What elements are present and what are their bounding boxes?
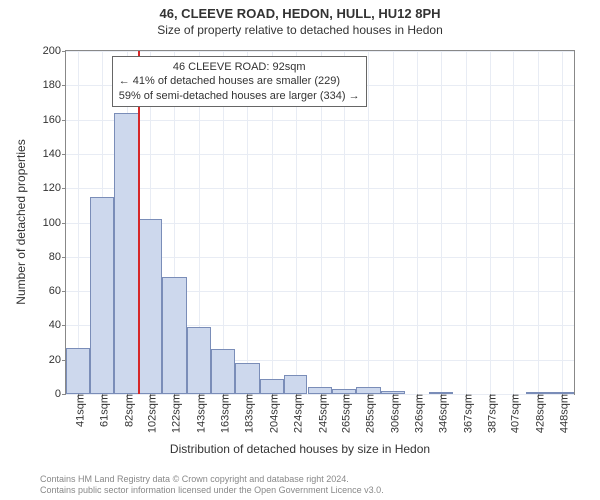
histogram-bar: [356, 387, 381, 394]
x-tick-label: 224sqm: [287, 394, 304, 433]
x-tick-label: 61sqm: [93, 394, 110, 427]
gridline-v: [417, 51, 418, 394]
gridline-v: [441, 51, 442, 394]
plot-area: 02040608010012014016018020041sqm61sqm82s…: [65, 50, 575, 395]
y-tick-label: 180: [43, 79, 66, 91]
x-tick-label: 407sqm: [505, 394, 522, 433]
x-tick-label: 82sqm: [118, 394, 135, 427]
histogram-bar: [235, 363, 260, 394]
x-tick-label: 204sqm: [263, 394, 280, 433]
x-tick-label: 143sqm: [191, 394, 208, 433]
y-tick-label: 40: [49, 319, 66, 331]
gridline-v: [78, 51, 79, 394]
gridline-v: [490, 51, 491, 394]
annotation-line: 46 CLEEVE ROAD: 92sqm: [119, 60, 360, 74]
histogram-bar: [284, 375, 308, 394]
annotation-line: 59% of semi-detached houses are larger (…: [119, 89, 360, 103]
y-tick-label: 140: [43, 148, 66, 160]
gridline-v: [538, 51, 539, 394]
x-axis-label: Distribution of detached houses by size …: [0, 442, 600, 456]
histogram-bar: [308, 387, 333, 394]
histogram-bar: [526, 392, 550, 394]
x-tick-label: 387sqm: [481, 394, 498, 433]
chart-title: 46, CLEEVE ROAD, HEDON, HULL, HU12 8PH: [0, 0, 600, 21]
x-tick-label: 122sqm: [166, 394, 183, 433]
gridline-v: [466, 51, 467, 394]
histogram-bar: [211, 349, 235, 394]
histogram-bar: [332, 389, 356, 394]
x-tick-label: 285sqm: [360, 394, 377, 433]
footer-line-2: Contains public sector information licen…: [40, 485, 590, 496]
x-tick-label: 367sqm: [457, 394, 474, 433]
x-tick-label: 183sqm: [238, 394, 255, 433]
y-tick-label: 20: [49, 354, 66, 366]
x-tick-label: 163sqm: [215, 394, 232, 433]
gridline-v: [368, 51, 369, 394]
y-tick-label: 0: [55, 388, 66, 400]
histogram-bar: [381, 391, 405, 394]
x-tick-label: 41sqm: [69, 394, 86, 427]
histogram-bar: [162, 277, 187, 394]
y-tick-label: 200: [43, 45, 66, 57]
histogram-bar: [550, 392, 574, 394]
x-tick-label: 102sqm: [142, 394, 159, 433]
y-axis-label: Number of detached properties: [14, 139, 28, 304]
annotation-box: 46 CLEEVE ROAD: 92sqm← 41% of detached h…: [112, 56, 367, 107]
x-tick-label: 306sqm: [385, 394, 402, 433]
histogram-bar: [429, 392, 453, 394]
gridline-v: [513, 51, 514, 394]
gridline-v: [393, 51, 394, 394]
x-tick-label: 346sqm: [432, 394, 449, 433]
x-tick-label: 448sqm: [554, 394, 571, 433]
histogram-bar: [260, 379, 284, 394]
y-tick-label: 100: [43, 217, 66, 229]
chart-subtitle: Size of property relative to detached ho…: [0, 23, 600, 37]
histogram-bar: [139, 219, 163, 394]
footer-attribution: Contains HM Land Registry data © Crown c…: [40, 474, 590, 496]
histogram-bar: [90, 197, 114, 394]
x-tick-label: 265sqm: [336, 394, 353, 433]
x-tick-label: 428sqm: [530, 394, 547, 433]
histogram-bar: [187, 327, 211, 394]
chart-container: 46, CLEEVE ROAD, HEDON, HULL, HU12 8PH S…: [0, 0, 600, 500]
histogram-bar: [114, 113, 139, 394]
histogram-bar: [66, 348, 90, 394]
y-tick-label: 160: [43, 114, 66, 126]
gridline-v: [562, 51, 563, 394]
annotation-line: ← 41% of detached houses are smaller (22…: [119, 74, 360, 88]
footer-line-1: Contains HM Land Registry data © Crown c…: [40, 474, 590, 485]
x-tick-label: 326sqm: [408, 394, 425, 433]
y-tick-label: 80: [49, 251, 66, 263]
x-tick-label: 245sqm: [312, 394, 329, 433]
y-tick-label: 60: [49, 285, 66, 297]
y-tick-label: 120: [43, 182, 66, 194]
